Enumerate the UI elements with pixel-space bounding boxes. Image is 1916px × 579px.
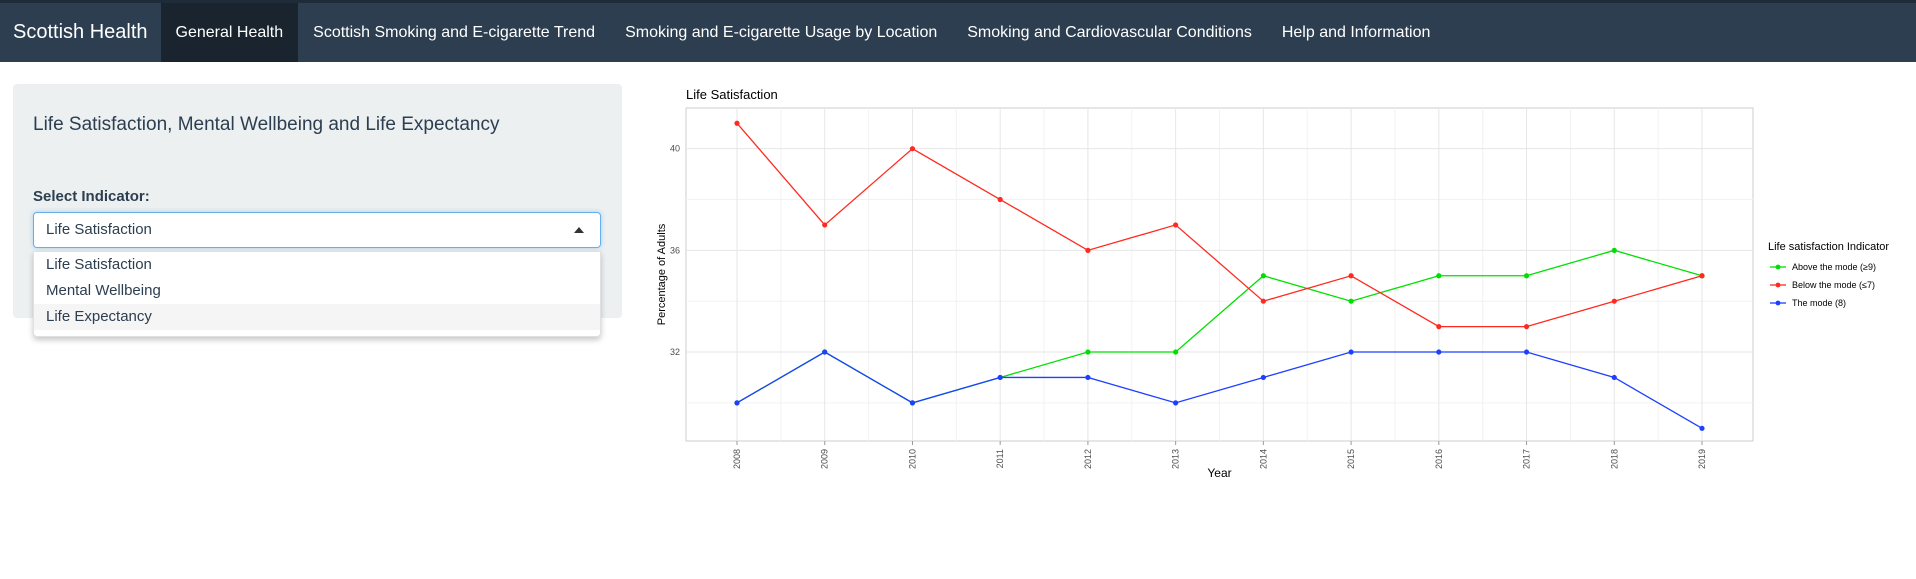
tab-help-information[interactable]: Help and Information — [1281, 23, 1431, 41]
x-tick-label: 2011 — [995, 449, 1005, 468]
x-tick-label: 2017 — [1522, 449, 1532, 469]
y-axis-label: Percentage of Adults — [656, 223, 668, 325]
select-indicator-label: Select Indicator: — [33, 188, 150, 205]
tab-smoking-ecigarette-trend[interactable]: Scottish Smoking and E-cigarette Trend — [313, 23, 596, 41]
data-point — [1173, 400, 1179, 406]
x-tick-label: 2015 — [1346, 449, 1356, 469]
legend-title: Life satisfaction Indicator — [1768, 241, 1889, 253]
x-tick-label: 2009 — [820, 449, 830, 469]
option-life-expectancy[interactable]: Life Expectancy — [34, 304, 600, 330]
chart-title: Life Satisfaction — [686, 87, 778, 102]
data-point — [1436, 273, 1442, 279]
app-brand[interactable]: Scottish Health — [13, 21, 148, 43]
caret-up-icon[interactable] — [574, 227, 584, 233]
x-tick-label: 2016 — [1434, 449, 1444, 469]
data-point — [997, 196, 1003, 203]
data-point — [1699, 425, 1705, 431]
x-tick-label: 2013 — [1171, 449, 1181, 469]
data-point — [1611, 374, 1617, 381]
data-point — [1260, 273, 1266, 279]
legend-entry: Above the mode (≥9) — [1792, 262, 1876, 272]
tab-smoking-cardiovascular[interactable]: Smoking and Cardiovascular Conditions — [967, 23, 1252, 41]
x-tick-label: 2010 — [907, 449, 917, 469]
data-point — [1085, 374, 1091, 381]
data-point — [1611, 298, 1617, 304]
x-tick-label: 2014 — [1258, 449, 1268, 469]
data-point — [822, 349, 828, 355]
data-point — [1348, 298, 1354, 304]
data-point — [1436, 324, 1442, 330]
legend-entry: Below the mode (≤7) — [1792, 280, 1875, 290]
data-point — [822, 222, 828, 228]
data-point — [1523, 324, 1530, 330]
data-point — [1260, 298, 1266, 304]
legend-key-point — [1775, 282, 1781, 288]
x-tick-label: 2018 — [1609, 449, 1619, 469]
y-tick-label: 32 — [670, 347, 680, 357]
data-point — [1085, 349, 1091, 355]
indicator-dropdown: Life Satisfaction Mental Wellbeing Life … — [33, 251, 601, 337]
indicator-select[interactable]: Life Satisfaction — [33, 212, 601, 248]
navbar: Scottish Health General Health Scottish … — [0, 0, 1916, 62]
data-point — [1699, 273, 1705, 279]
data-point — [1348, 349, 1354, 355]
data-point — [1523, 273, 1530, 279]
panel-title: Life Satisfaction, Mental Wellbeing and … — [33, 114, 500, 135]
x-tick-label: 2008 — [732, 449, 742, 469]
data-point — [734, 400, 740, 406]
data-point — [1611, 247, 1617, 253]
data-point — [1436, 349, 1442, 355]
data-point — [1085, 247, 1091, 253]
data-point — [997, 374, 1003, 381]
data-point — [1260, 374, 1266, 381]
option-mental-wellbeing[interactable]: Mental Wellbeing — [46, 282, 161, 299]
series-line-1 — [736, 122, 1703, 328]
option-life-satisfaction[interactable]: Life Satisfaction — [46, 256, 152, 273]
data-point — [1523, 349, 1530, 355]
data-point — [1348, 273, 1354, 279]
tab-general-health[interactable]: General Health — [160, 3, 299, 62]
y-tick-label: 40 — [670, 144, 680, 154]
series-line-2 — [736, 351, 1703, 429]
data-point — [1173, 349, 1179, 355]
y-tick-label: 36 — [670, 245, 680, 255]
x-axis-label: Year — [1207, 466, 1231, 480]
tab-smoking-usage-by-location[interactable]: Smoking and E-cigarette Usage by Locatio… — [625, 23, 938, 41]
legend-key-point — [1775, 300, 1781, 306]
data-point — [1173, 222, 1179, 228]
data-point — [909, 146, 916, 152]
data-point — [909, 400, 916, 406]
legend-entry: The mode (8) — [1792, 298, 1846, 308]
indicator-select-value: Life Satisfaction — [46, 221, 152, 238]
x-tick-label: 2019 — [1697, 449, 1707, 469]
data-point — [734, 120, 740, 126]
legend-key-point — [1775, 264, 1781, 270]
x-tick-label: 2012 — [1083, 449, 1093, 469]
